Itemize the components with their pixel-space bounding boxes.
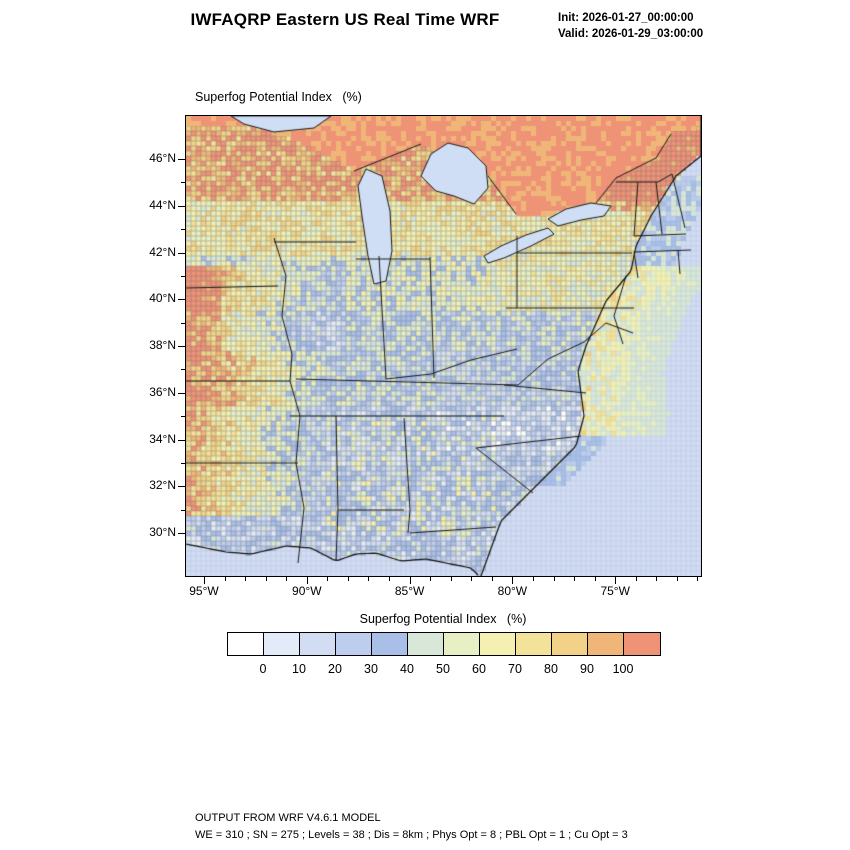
lon-tick bbox=[450, 576, 452, 581]
plot-title: IWFAQRP Eastern US Real Time WRF bbox=[190, 10, 500, 29]
lon-tick-label: 95°W bbox=[189, 584, 219, 598]
lon-tick bbox=[656, 576, 658, 581]
lon-tick bbox=[306, 576, 308, 584]
lat-tick bbox=[178, 486, 186, 488]
lon-tick bbox=[409, 576, 411, 584]
colorbar-box bbox=[444, 633, 480, 655]
colorbar-tick-label: 50 bbox=[436, 662, 450, 676]
init-time: Init: 2026-01-27_00:00:00 bbox=[558, 12, 694, 24]
lat-tick bbox=[178, 205, 186, 207]
lon-tick-label: 85°W bbox=[394, 584, 425, 598]
lon-tick-label: 90°W bbox=[292, 584, 322, 598]
lat-tick-label: 42°N bbox=[149, 244, 176, 259]
field-label: Superfog Potential Index (%) bbox=[195, 90, 362, 104]
colorbar-tick-label: 60 bbox=[472, 662, 486, 676]
colorbar-tick-label: 90 bbox=[580, 662, 594, 676]
lon-tick bbox=[430, 576, 432, 581]
colorbar-box bbox=[336, 633, 372, 655]
colorbar-box bbox=[372, 633, 408, 655]
lon-tick bbox=[245, 576, 247, 581]
lat-tick-label: 34°N bbox=[149, 431, 176, 446]
colorbar-tick-label: 100 bbox=[612, 662, 634, 676]
colorbar-box bbox=[264, 633, 300, 655]
lon-tick bbox=[347, 576, 349, 581]
colorbar-tick-label: 70 bbox=[508, 662, 522, 676]
lat-tick-label: 44°N bbox=[149, 197, 176, 212]
lat-tick bbox=[178, 346, 186, 347]
lon-tick bbox=[553, 576, 555, 581]
lon-tick bbox=[615, 576, 617, 584]
colorbar-box bbox=[516, 633, 552, 655]
lon-tick bbox=[389, 576, 391, 581]
colorbar-tick-label: 30 bbox=[364, 662, 378, 676]
lon-tick bbox=[327, 576, 329, 581]
lon-tick bbox=[491, 576, 493, 581]
colorbar-box bbox=[228, 633, 264, 655]
colorbar-tick-label: 10 bbox=[292, 662, 306, 676]
colorbar-title: Superfog Potential Index (%) bbox=[359, 612, 527, 626]
lon-tick bbox=[471, 576, 473, 581]
footer-line1: OUTPUT FROM WRF V4.6.1 MODEL bbox=[195, 812, 381, 824]
lat-tick-label: 40°N bbox=[149, 291, 176, 306]
colorbar-box bbox=[480, 633, 516, 655]
lat-tick bbox=[181, 322, 186, 324]
lon-tick bbox=[635, 576, 637, 581]
lon-tick bbox=[265, 576, 267, 581]
lat-tick bbox=[178, 533, 186, 534]
lat-tick bbox=[181, 229, 186, 231]
lat-tick bbox=[181, 275, 186, 277]
map-canvas bbox=[186, 116, 701, 576]
lon-tick bbox=[204, 576, 205, 584]
lon-tick-label: 75°W bbox=[600, 584, 630, 598]
colorbar-box bbox=[624, 633, 660, 655]
lon-tick bbox=[594, 576, 596, 581]
valid-time: Valid: 2026-01-29_03:00:00 bbox=[558, 27, 704, 40]
colorbar-tick-label: 0 bbox=[259, 662, 267, 676]
lat-tick bbox=[178, 439, 186, 441]
lat-tick bbox=[178, 252, 186, 254]
lat-tick bbox=[181, 509, 186, 511]
lon-tick bbox=[532, 576, 534, 581]
footer-line2: WE = 310 ; SN = 275 ; Levels = 38 ; Dis … bbox=[195, 828, 628, 841]
colorbar-box bbox=[408, 633, 444, 655]
lon-tick bbox=[512, 576, 514, 584]
lat-tick bbox=[178, 392, 186, 394]
colorbar-box bbox=[552, 633, 588, 655]
lat-tick-label: 32°N bbox=[149, 478, 176, 493]
colorbar-tick-label: 40 bbox=[400, 662, 414, 676]
init-valid-block: Init: 2026-01-27_00:00:00 Valid: 2026-01… bbox=[558, 11, 703, 42]
colorbar-tick-label: 80 bbox=[544, 662, 558, 676]
lon-tick bbox=[224, 576, 226, 581]
colorbar-box bbox=[300, 633, 336, 655]
lat-tick bbox=[181, 416, 186, 418]
lat-tick-label: 38°N bbox=[149, 338, 176, 352]
lon-tick bbox=[676, 576, 678, 581]
footer-block: OUTPUT FROM WRF V4.6.1 MODEL WE = 310 ; … bbox=[195, 810, 628, 843]
lon-tick bbox=[368, 576, 370, 581]
lat-tick bbox=[178, 159, 186, 160]
colorbar-tick-label: 20 bbox=[328, 662, 342, 676]
lon-tick-label: 80°W bbox=[497, 584, 528, 598]
lon-tick bbox=[286, 576, 288, 581]
colorbar-box bbox=[588, 633, 624, 655]
colorbar-tick-labels: 0 10 20 30 40 50 60 70 80 90 100 bbox=[227, 662, 667, 678]
colorbar bbox=[227, 632, 661, 656]
lat-tick bbox=[181, 182, 186, 184]
lon-tick bbox=[697, 576, 699, 581]
lat-tick bbox=[181, 369, 186, 371]
lat-tick-label: 36°N bbox=[149, 384, 176, 399]
lat-tick bbox=[181, 462, 186, 464]
lat-tick-label: 30°N bbox=[149, 525, 176, 539]
lat-tick-label: 46°N bbox=[149, 151, 176, 165]
lon-tick bbox=[574, 576, 576, 581]
lat-tick bbox=[178, 299, 186, 301]
map-panel: 46°N 44°N 42°N 40°N 38°N 36°N 34°N 32°N 30°N 95°W… bbox=[149, 115, 702, 598]
